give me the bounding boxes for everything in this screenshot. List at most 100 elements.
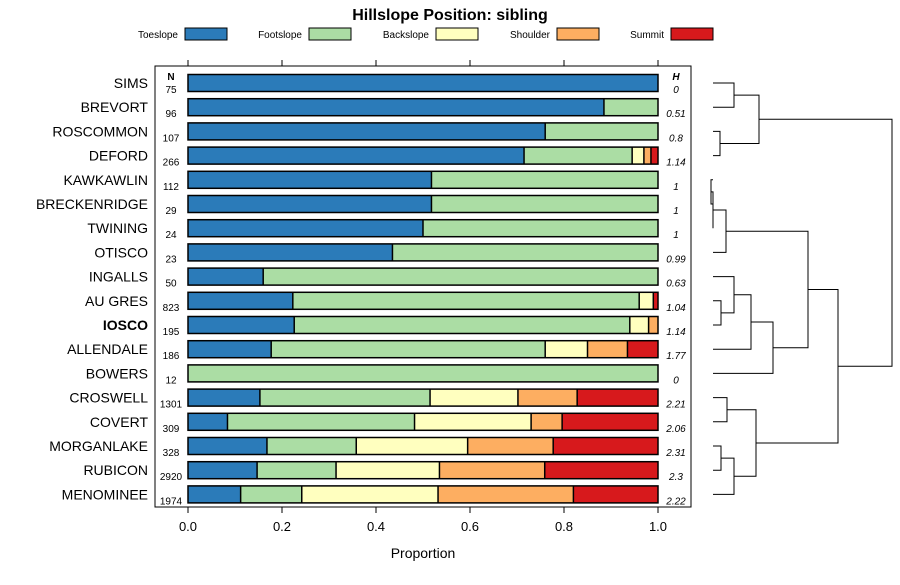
series-label: BOWERS [86, 365, 148, 381]
bar-segment-shoulder [587, 340, 628, 358]
legend-swatch-toeslope [184, 27, 228, 41]
bar-segment-backslope [632, 147, 644, 165]
bar-segment-summit [650, 147, 658, 165]
n-count-label: 195 [163, 327, 180, 338]
bar-segment-summit [653, 292, 658, 310]
bar-outline [187, 412, 659, 432]
dendrogram-branch [713, 276, 735, 314]
bar-outline [187, 122, 659, 141]
h-value-label: 0.99 [666, 254, 686, 265]
n-count-label: 75 [165, 85, 177, 96]
series-label: SIMS [114, 75, 148, 91]
n-count-label: 328 [163, 448, 180, 459]
row-brevort: BREVORT 96 0.51 [81, 97, 686, 120]
bar-segment-backslope [639, 292, 654, 310]
bar-outline [187, 73, 659, 93]
bar-segment-shoulder [648, 316, 658, 334]
bar-outline [187, 267, 659, 286]
legend-label-summit: Summit [630, 30, 664, 41]
n-column-header: N [167, 72, 174, 83]
bar-segment-footslope [227, 413, 415, 431]
bar-segment-backslope [336, 461, 440, 479]
row-allendale: ALLENDALE 186 1.77 [67, 339, 686, 362]
chart-title: Hillslope Position: sibling [352, 7, 548, 24]
n-count-label: 23 [165, 254, 177, 265]
bar-segment-toeslope [188, 437, 267, 455]
row-ingalls: INGALLS 50 0.63 [89, 267, 686, 290]
h-value-label: 0.8 [669, 133, 683, 144]
n-count-label: 50 [165, 279, 177, 290]
row-rubicon: RUBICON 2920 2.3 [83, 460, 683, 483]
bar-segment-footslope [524, 147, 633, 165]
h-value-label: 0.51 [666, 109, 685, 120]
h-value-label: 2.06 [665, 424, 686, 435]
h-value-label: 2.31 [665, 448, 685, 459]
series-label: BRECKENRIDGE [36, 196, 148, 212]
x-axis-label: Proportion [391, 545, 456, 561]
bar-segment-toeslope [188, 389, 260, 407]
bar-segment-summit [562, 413, 658, 431]
bar-segment-toeslope [188, 292, 293, 310]
bar-segment-footslope [188, 364, 658, 382]
row-au-gres: AU GRES 823 1.04 [85, 291, 686, 314]
bar-segment-shoulder [467, 437, 554, 455]
bar-segment-footslope [545, 122, 658, 140]
bar-segment-footslope [266, 437, 357, 455]
bar-outline [187, 194, 659, 214]
h-value-label: 1 [673, 230, 679, 241]
n-count-label: 309 [163, 424, 180, 435]
bar-segment-shoulder [531, 413, 563, 431]
h-value-label: 0 [673, 375, 679, 386]
bar-outline [187, 485, 659, 504]
bar-segment-footslope [603, 98, 658, 116]
bar-segment-footslope [431, 195, 658, 213]
bar-segment-backslope [545, 340, 588, 358]
series-label: INGALLS [89, 269, 148, 285]
row-roscommon: ROSCOMMON 107 0.8 [52, 122, 683, 144]
bar-outline [187, 218, 659, 238]
legend-label-shoulder: Shoulder [510, 30, 551, 41]
bar-segment-toeslope [188, 316, 295, 334]
legend-label-toeslope: Toeslope [138, 30, 178, 41]
h-value-label: 2.21 [665, 400, 685, 411]
h-value-label: 1.14 [666, 327, 686, 338]
bar-segment-summit [573, 485, 658, 503]
bar-segment-shoulder [517, 389, 578, 407]
bar-segment-footslope [294, 316, 630, 334]
n-count-label: 24 [165, 230, 177, 241]
dendrogram-branch [713, 445, 722, 471]
bar-segment-toeslope [188, 485, 241, 503]
dendrogram-branch [713, 294, 752, 350]
bar-segment-summit [627, 340, 658, 358]
n-count-label: 107 [163, 133, 180, 144]
bar-segment-shoulder [643, 147, 651, 165]
series-label: MORGANLAKE [49, 438, 148, 454]
bar-rows: SIMS 75 0 BREVORT 96 0.51 ROSCOMMON 107 0.8 DEFOR… [36, 73, 686, 507]
dendrogram-branch [756, 288, 839, 444]
bar-outline [187, 460, 659, 480]
h-value-label: 1.04 [666, 303, 686, 314]
series-label: DEFORD [89, 148, 148, 164]
dendrogram-branch [713, 457, 735, 495]
row-covert: COVERT 309 2.06 [90, 412, 686, 435]
bar-segment-footslope [392, 243, 658, 261]
dendrogram [710, 82, 893, 495]
bar-segment-toeslope [188, 268, 264, 286]
bar-outline [187, 243, 659, 262]
n-count-label: 96 [165, 109, 177, 120]
row-otisco: OTISCO 23 0.99 [94, 243, 686, 265]
x-axis: 0.0 0.2 0.4 0.6 0.8 1.0 [179, 60, 667, 534]
row-deford: DEFORD 266 1.14 [89, 146, 686, 169]
bar-segment-toeslope [188, 219, 423, 237]
bar-outline [187, 364, 659, 383]
bar-segment-toeslope [188, 74, 658, 92]
h-value-label: 1.77 [666, 351, 686, 362]
row-croswell: CROSWELL 1301 2.21 [69, 388, 686, 411]
series-label: BREVORT [81, 99, 149, 115]
dendrogram-branch [720, 94, 760, 144]
bar-outline [187, 291, 659, 311]
legend-swatch-backslope [435, 27, 479, 41]
bar-segment-shoulder [438, 485, 574, 503]
n-count-label: 29 [165, 206, 177, 217]
n-count-label: 186 [163, 351, 180, 362]
